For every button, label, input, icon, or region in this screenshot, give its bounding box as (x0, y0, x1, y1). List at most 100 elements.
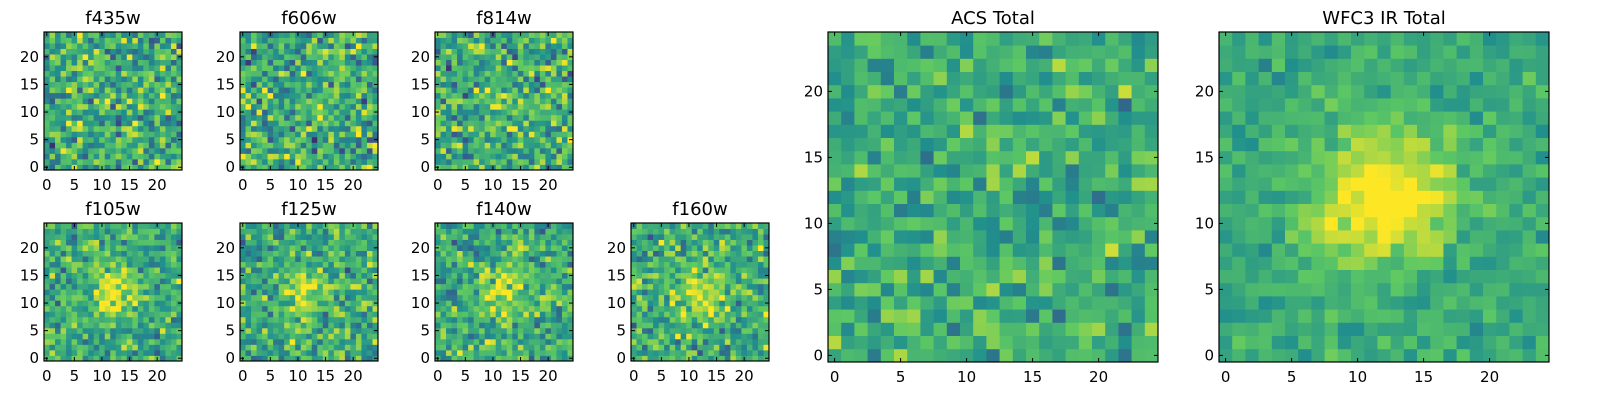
heatmap-cell (246, 245, 252, 251)
heatmap-cell (154, 76, 160, 82)
heatmap-cell (44, 76, 50, 82)
heatmap-cell (121, 98, 127, 104)
heatmap-cell (920, 349, 934, 363)
heatmap-cell (350, 289, 356, 295)
heatmap-cell (435, 93, 441, 99)
heatmap-cell (463, 159, 469, 165)
heatmap-cell (154, 38, 160, 44)
heatmap-cell (284, 339, 290, 345)
heatmap-cell (328, 153, 334, 159)
heatmap-cell (356, 273, 362, 279)
heatmap-cell (361, 267, 367, 273)
heatmap-cell (77, 262, 83, 268)
heatmap-cell (556, 278, 562, 284)
heatmap-cell (496, 126, 502, 132)
heatmap-cell (457, 234, 463, 240)
heatmap-cell (143, 137, 149, 143)
heatmap-cell (534, 262, 540, 268)
heatmap-cell (474, 306, 480, 312)
heatmap-cell (562, 289, 568, 295)
heatmap-cell (501, 262, 507, 268)
heatmap-cell (165, 289, 171, 295)
heatmap-cell (435, 71, 441, 77)
heatmap-cell (730, 311, 736, 317)
heatmap-cell (457, 32, 463, 38)
heatmap-cell (556, 49, 562, 55)
heatmap-cell (659, 262, 665, 268)
heatmap-cell (664, 284, 670, 290)
heatmap-cell (143, 262, 149, 268)
heatmap-cell (457, 71, 463, 77)
heatmap-cell (94, 137, 100, 143)
heatmap-cell (441, 251, 447, 257)
heatmap-cell (77, 32, 83, 38)
heatmap-cell (659, 245, 665, 251)
heatmap-cell (110, 223, 116, 229)
heatmap-cell (973, 349, 987, 363)
heatmap-cell (562, 251, 568, 257)
heatmap-cell (160, 317, 166, 323)
heatmap-cell (257, 126, 263, 132)
heatmap-cell (659, 284, 665, 290)
heatmap-cell (116, 142, 122, 148)
heatmap-cell (66, 344, 72, 350)
heatmap-cell (518, 234, 524, 240)
heatmap-cell (642, 251, 648, 257)
heatmap-cell (697, 322, 703, 328)
heatmap-cell (83, 93, 89, 99)
heatmap-cell (501, 43, 507, 49)
heatmap-cell (50, 339, 56, 345)
heatmap-cell (317, 153, 323, 159)
heatmap-cell (534, 38, 540, 44)
heatmap-cell (446, 284, 452, 290)
heatmap-cell (479, 295, 485, 301)
heatmap-cell (55, 300, 61, 306)
heatmap-cell (659, 333, 665, 339)
heatmap-cell (317, 339, 323, 345)
heatmap-cell (725, 245, 731, 251)
heatmap-cell (273, 234, 279, 240)
heatmap-cell (160, 256, 166, 262)
heatmap-cell (149, 289, 155, 295)
heatmap-cell (1145, 270, 1159, 284)
heatmap-cell (55, 71, 61, 77)
heatmap-cell (730, 251, 736, 257)
heatmap-cell (529, 311, 535, 317)
heatmap-cell (452, 289, 458, 295)
heatmap-cell (268, 273, 274, 279)
heatmap-cell (452, 333, 458, 339)
heatmap-cell (367, 49, 373, 55)
heatmap-cell (752, 267, 758, 273)
heatmap-cell (132, 300, 138, 306)
heatmap-cell (132, 131, 138, 137)
heatmap-cell (545, 311, 551, 317)
heatmap-cell (105, 131, 111, 137)
heatmap-cell (77, 142, 83, 148)
heatmap-cell (88, 126, 94, 132)
heatmap-cell (1132, 190, 1146, 204)
heatmap-cell (72, 251, 78, 257)
heatmap-cell (534, 131, 540, 137)
heatmap-cell (154, 137, 160, 143)
y-tick-label: 10 (216, 294, 235, 312)
heatmap-cell (268, 234, 274, 240)
heatmap-cell (121, 43, 127, 49)
heatmap-cell (143, 54, 149, 60)
heatmap-cell (268, 120, 274, 126)
heatmap-cell (468, 148, 474, 154)
heatmap-cell (485, 306, 491, 312)
heatmap-cell (251, 311, 257, 317)
heatmap-cell (138, 87, 144, 93)
heatmap-cell (350, 120, 356, 126)
heatmap-cell (306, 142, 312, 148)
heatmap-cell (66, 240, 72, 246)
heatmap-cell (496, 234, 502, 240)
heatmap-cell (692, 350, 698, 356)
y-tick-label: 10 (216, 103, 235, 121)
heatmap-cell (328, 98, 334, 104)
heatmap-cell (479, 54, 485, 60)
heatmap-cell (529, 317, 535, 323)
heatmap-cell (160, 131, 166, 137)
heatmap-cell (116, 267, 122, 273)
heatmap-cell (306, 350, 312, 356)
